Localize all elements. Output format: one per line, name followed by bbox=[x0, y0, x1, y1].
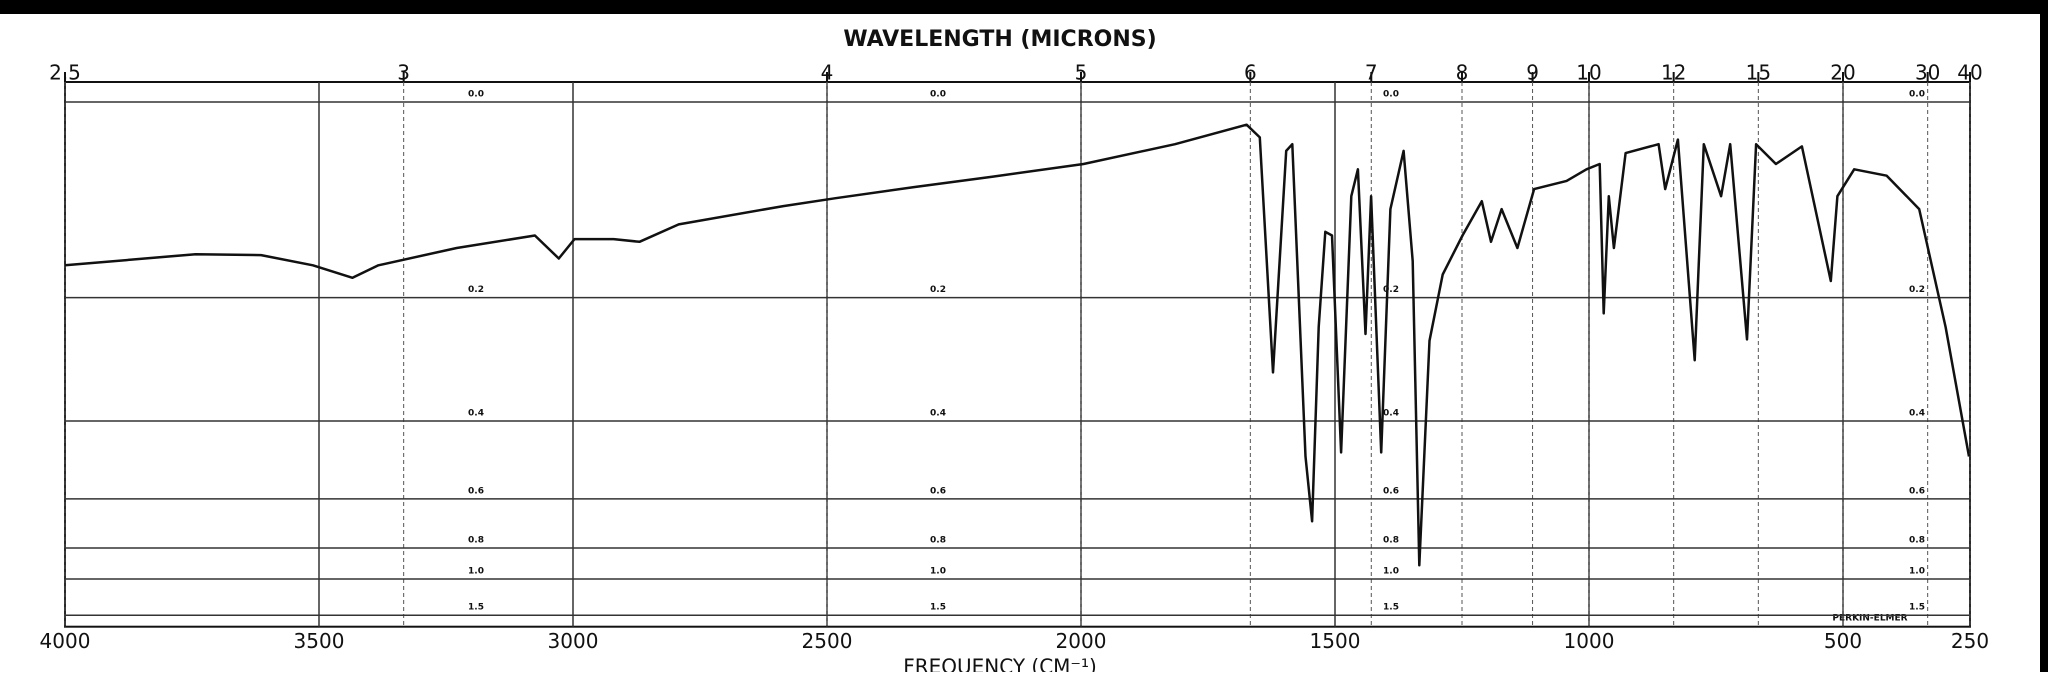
x2-tick-label: 5 bbox=[1075, 61, 1088, 85]
x-tick-label: 3000 bbox=[548, 629, 599, 653]
x2-tick-label: 40 bbox=[1957, 61, 1982, 85]
x2-tick-label: 12 bbox=[1661, 61, 1686, 85]
x2-tick-label: 2.5 bbox=[49, 61, 81, 85]
x2-tick-label: 30 bbox=[1915, 61, 1940, 85]
x-tick-label: 500 bbox=[1824, 629, 1862, 653]
y-tick-label: 0.2 bbox=[1909, 285, 1925, 295]
x-tick-label: 4000 bbox=[40, 629, 91, 653]
y-tick-label: 1.5 bbox=[930, 603, 946, 613]
y-tick-label: 0.0 bbox=[930, 90, 946, 100]
y-tick-label: 0.8 bbox=[1383, 536, 1399, 546]
y-tick-label: 1.5 bbox=[1909, 603, 1925, 613]
spectrum-line bbox=[64, 123, 1971, 567]
x-axis-title: FREQUENCY (CM⁻¹) bbox=[903, 655, 1097, 673]
x-tick-label: 1500 bbox=[1310, 629, 1361, 653]
x-tick-label: 250 bbox=[1951, 629, 1989, 653]
plot-frame bbox=[64, 81, 1971, 628]
y-tick-label: 0.8 bbox=[930, 536, 946, 546]
x2-tick-label: 7 bbox=[1365, 61, 1378, 85]
x-tick-label: 2500 bbox=[802, 629, 853, 653]
brand: PERKIN-ELMER bbox=[1832, 614, 1907, 624]
x2-tick-label: 8 bbox=[1456, 61, 1469, 85]
y-tick-label: 0.6 bbox=[1383, 486, 1399, 496]
y-tick-label: 0.4 bbox=[1383, 409, 1399, 419]
y-tick-label: 0.4 bbox=[468, 409, 484, 419]
x-tick-label: 2000 bbox=[1056, 629, 1107, 653]
y-tick-label: 0.8 bbox=[468, 536, 484, 546]
y-tick-label: 0.4 bbox=[930, 409, 946, 419]
x2-tick-label: 20 bbox=[1830, 61, 1855, 85]
x2-tick-label: 4 bbox=[821, 61, 834, 85]
y-tick-label: 0.0 bbox=[468, 90, 484, 100]
x-tick-label: 1000 bbox=[1564, 629, 1615, 653]
y-tick-label: 0.0 bbox=[1383, 90, 1399, 100]
x-tick-label: 3500 bbox=[294, 629, 345, 653]
x2-tick-label: 6 bbox=[1244, 61, 1257, 85]
y-tick-label: 0.4 bbox=[1909, 409, 1925, 419]
y-tick-label: 0.2 bbox=[930, 285, 946, 295]
y-tick-label: 0.8 bbox=[1909, 536, 1925, 546]
y-tick-label: 1.0 bbox=[1383, 567, 1399, 577]
y-tick-label: 0.6 bbox=[468, 486, 484, 496]
scan-border bbox=[2040, 0, 2048, 672]
x2-tick-label: 10 bbox=[1576, 61, 1601, 85]
y-tick-label: 0.6 bbox=[930, 486, 946, 496]
y-tick-label: 1.0 bbox=[1909, 567, 1925, 577]
y-tick-label: 1.0 bbox=[468, 567, 484, 577]
y-tick-label: 1.5 bbox=[1383, 603, 1399, 613]
x2-tick-label: 3 bbox=[397, 61, 410, 85]
y-tick-label: 0.6 bbox=[1909, 486, 1925, 496]
y-tick-label: 1.0 bbox=[930, 567, 946, 577]
y-tick-label: 0.2 bbox=[468, 285, 484, 295]
y-tick-label: 0.0 bbox=[1909, 90, 1925, 100]
scan-border bbox=[0, 0, 2048, 14]
y-tick-label: 0.2 bbox=[1383, 285, 1399, 295]
x2-tick-label: 15 bbox=[1746, 61, 1771, 85]
x2-axis-title: WAVELENGTH (MICRONS) bbox=[843, 27, 1156, 52]
y-tick-label: 1.5 bbox=[468, 603, 484, 613]
x2-tick-label: 9 bbox=[1526, 61, 1539, 85]
